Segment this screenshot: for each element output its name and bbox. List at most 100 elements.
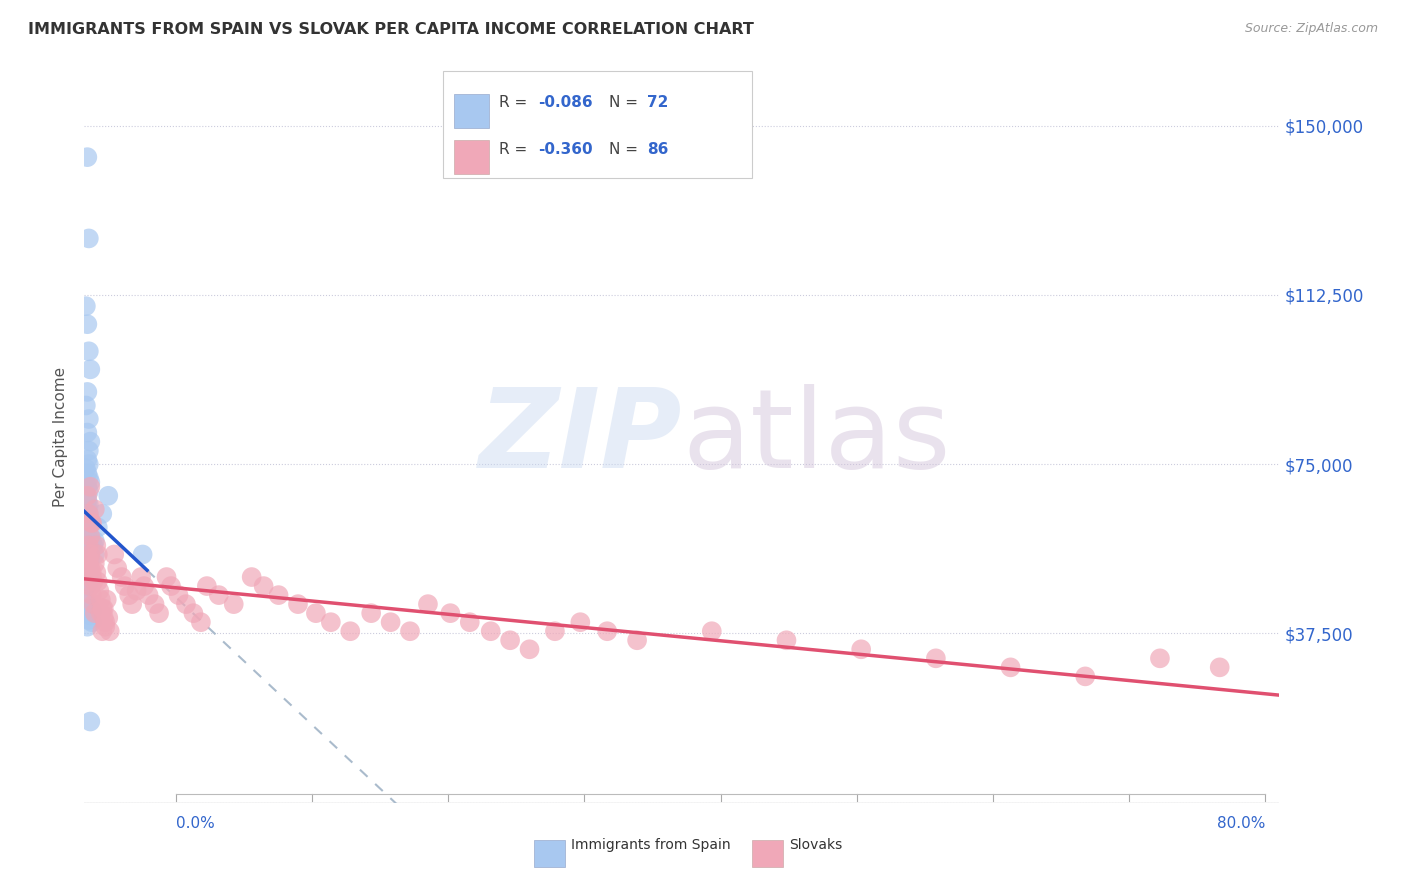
Point xyxy=(77,574,100,589)
Point xyxy=(79,608,101,623)
Point xyxy=(499,633,522,648)
Point xyxy=(98,624,121,639)
Point xyxy=(79,543,101,558)
Point xyxy=(596,624,619,639)
Point xyxy=(80,588,103,602)
Point xyxy=(76,577,98,591)
Point xyxy=(319,615,342,630)
Point xyxy=(76,561,98,575)
Point xyxy=(94,620,117,634)
Point xyxy=(80,604,103,618)
Point xyxy=(75,579,97,593)
Point xyxy=(77,471,100,485)
Point xyxy=(77,484,100,499)
Point xyxy=(183,606,205,620)
Point xyxy=(97,610,120,624)
Point xyxy=(91,624,114,639)
Point xyxy=(83,548,105,562)
Point xyxy=(143,597,166,611)
Point xyxy=(75,399,97,413)
Point xyxy=(77,552,100,566)
Point xyxy=(76,597,98,611)
Point xyxy=(79,601,101,615)
Text: 72: 72 xyxy=(647,95,668,111)
Point xyxy=(77,548,100,562)
Point xyxy=(125,583,148,598)
Point xyxy=(287,597,309,611)
Point xyxy=(83,606,105,620)
Point xyxy=(76,150,98,164)
Point xyxy=(76,317,98,331)
Point xyxy=(77,538,100,552)
Point xyxy=(79,579,101,593)
Point xyxy=(77,557,100,571)
Point xyxy=(111,570,134,584)
Point xyxy=(222,597,245,611)
Point xyxy=(79,480,101,494)
Point xyxy=(97,489,120,503)
Point xyxy=(77,344,100,359)
Point xyxy=(77,563,100,577)
Point xyxy=(76,620,98,634)
Point xyxy=(76,543,98,558)
Point xyxy=(86,566,108,580)
Point xyxy=(339,624,361,639)
Point xyxy=(79,552,101,566)
Point xyxy=(96,592,118,607)
Point xyxy=(131,548,153,562)
Point xyxy=(174,597,197,611)
Point xyxy=(75,502,97,516)
Text: Slovaks: Slovaks xyxy=(789,838,842,853)
Point xyxy=(76,538,98,552)
Point xyxy=(76,384,98,399)
Point xyxy=(75,567,97,582)
Point xyxy=(91,601,114,615)
Point xyxy=(77,412,100,426)
Text: Source: ZipAtlas.com: Source: ZipAtlas.com xyxy=(1244,22,1378,36)
Point xyxy=(700,624,723,639)
Point xyxy=(77,557,100,571)
Point xyxy=(79,475,101,490)
Point xyxy=(79,529,101,543)
Point xyxy=(1209,660,1232,674)
Point xyxy=(458,615,481,630)
Point xyxy=(75,606,97,620)
Text: N =: N = xyxy=(609,95,643,111)
Point xyxy=(775,633,797,648)
Text: 80.0%: 80.0% xyxy=(1218,816,1265,831)
Point xyxy=(1149,651,1171,665)
Point xyxy=(439,606,461,620)
Point xyxy=(360,606,382,620)
Point xyxy=(399,624,422,639)
Text: R =: R = xyxy=(499,95,533,111)
Point xyxy=(75,536,97,550)
Point xyxy=(80,533,103,548)
Point xyxy=(77,613,100,627)
Point xyxy=(77,541,100,555)
Y-axis label: Per Capita Income: Per Capita Income xyxy=(53,367,69,508)
Text: ZIP: ZIP xyxy=(478,384,682,491)
Point xyxy=(75,524,97,539)
Point xyxy=(79,362,101,376)
Point xyxy=(76,425,98,440)
Point xyxy=(75,489,97,503)
Point xyxy=(76,493,98,508)
Point xyxy=(305,606,328,620)
Point xyxy=(167,588,190,602)
Point xyxy=(105,561,128,575)
Point xyxy=(80,516,103,530)
Point xyxy=(90,606,112,620)
Point xyxy=(75,461,97,475)
Point xyxy=(76,518,98,533)
Point xyxy=(103,548,125,562)
Point xyxy=(76,549,98,564)
Text: Immigrants from Spain: Immigrants from Spain xyxy=(571,838,731,853)
Point xyxy=(190,615,212,630)
Point xyxy=(79,714,101,729)
Point xyxy=(195,579,218,593)
Point xyxy=(87,548,110,562)
Point xyxy=(77,507,100,521)
Point xyxy=(80,516,103,530)
Point xyxy=(479,624,502,639)
Point xyxy=(93,610,115,624)
